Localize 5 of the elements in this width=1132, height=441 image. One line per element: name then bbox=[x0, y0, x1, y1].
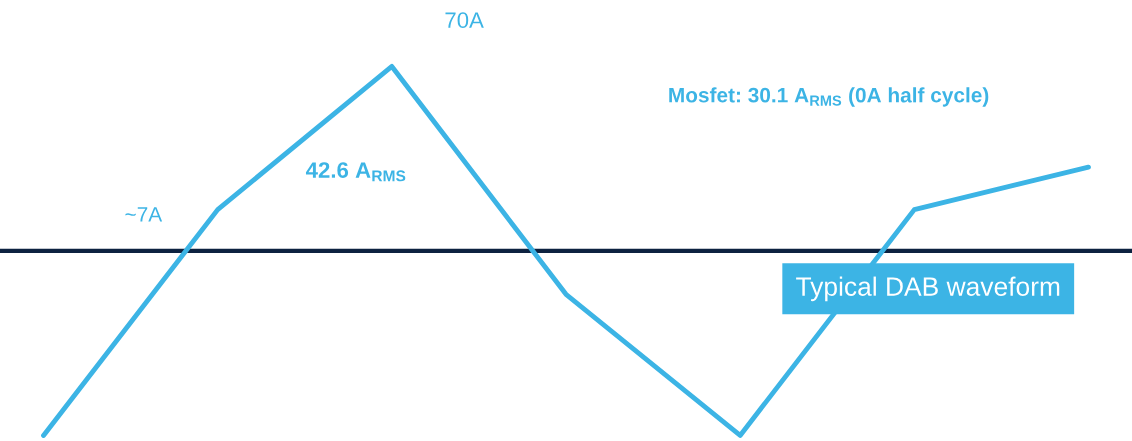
annotation: Mosfet: 30.1 A$_{RMS}$ (0A half cycle) bbox=[669, 87, 989, 107]
annotation: ~7A bbox=[125, 207, 163, 222]
annotation: 42.6 A$_{RMS}$ bbox=[305, 162, 406, 182]
text: 70A bbox=[445, 12, 484, 29]
annotation: Typical DAB waveform bbox=[796, 276, 1060, 302]
